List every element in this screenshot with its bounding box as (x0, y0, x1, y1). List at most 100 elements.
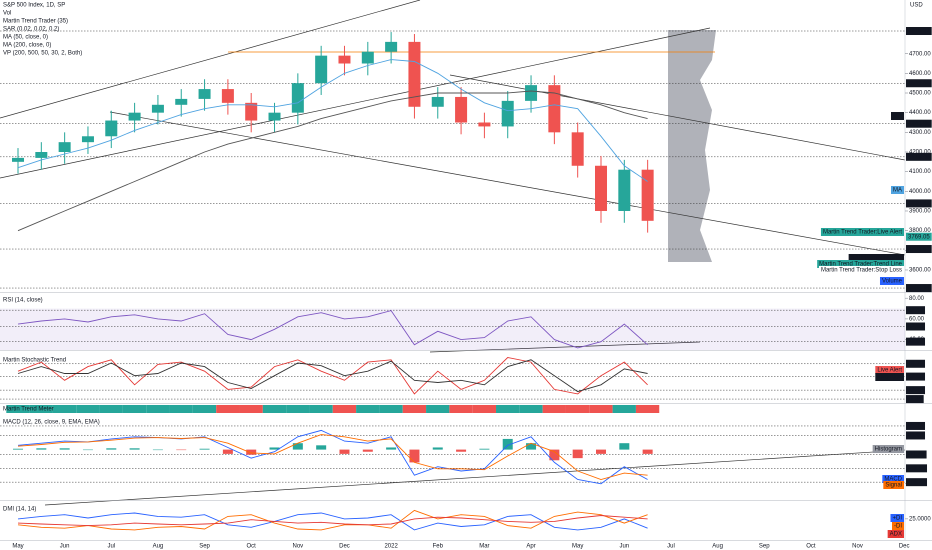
x-tick-label: Jun (619, 544, 629, 550)
currency: USD (910, 3, 923, 9)
level-label-box (906, 27, 932, 36)
x-tick-label: 2022 (384, 544, 398, 550)
ma-tag-box (891, 112, 904, 120)
x-tick-label: Apr (526, 544, 535, 550)
candle-body (12, 157, 25, 162)
x-tick-label: Oct (806, 544, 816, 550)
series-label-box (817, 260, 904, 268)
pane-title: MACD (12, 26, close, 9, EMA, EMA) (3, 420, 100, 426)
series-label: -DI (894, 524, 902, 530)
level-label: 4343.85 (908, 121, 930, 127)
y-tick-label: 4200.00 (909, 150, 931, 156)
level-label-box (906, 306, 926, 315)
y-tick-label: 4400.00 (909, 110, 931, 116)
level-label: 4549.66 (908, 81, 930, 87)
ma-tag: MA (893, 188, 902, 194)
meter-cell (286, 405, 310, 413)
meter-cell (426, 405, 450, 413)
series-line (17, 90, 648, 232)
candle-body (641, 169, 654, 221)
series-label-box (892, 522, 904, 530)
histogram-bar (432, 447, 443, 450)
series-label: Volume (882, 279, 903, 285)
meter-cell (565, 405, 590, 413)
y-tick-label: 3800.00 (909, 228, 931, 234)
series-label-box (882, 475, 904, 483)
candle-body (58, 142, 71, 152)
histogram-bar (549, 449, 560, 461)
candle-body (431, 96, 444, 107)
pane-title: S&P 500 Index, 1D, SP (3, 3, 65, 9)
histogram-bar (409, 449, 420, 463)
level-label-box (906, 431, 926, 440)
histogram-bar (222, 449, 233, 454)
series-line (17, 515, 648, 527)
last-price: 3769.05 (908, 234, 930, 240)
series-label: +DI (892, 516, 902, 522)
y-tick-label: 4300.00 (909, 130, 931, 136)
series-label-box (887, 530, 904, 538)
meter-cell (542, 405, 566, 413)
series-label-box (879, 277, 904, 285)
meter-cell (216, 405, 240, 413)
series-label-box (818, 266, 904, 274)
candle-body (245, 102, 258, 121)
x-tick-label: Nov (293, 544, 304, 550)
level-label-box (906, 284, 932, 293)
meter-cell (332, 405, 357, 413)
x-tick-label: Aug (153, 544, 164, 550)
histogram-bar (152, 449, 163, 451)
x-tick-label: Sep (199, 544, 210, 550)
level-label-box (906, 79, 932, 88)
ma-tag: MA (893, 114, 902, 120)
x-tick-label: Jun (60, 544, 70, 550)
histogram-bar (526, 443, 537, 450)
y-tick-label: 4500.00 (909, 91, 931, 97)
meter-cell (52, 405, 77, 413)
candle-body (268, 112, 281, 121)
pane-title: RSI (14, close) (3, 298, 43, 304)
x-tick-label: Jul (667, 544, 675, 550)
histogram-bar (502, 438, 513, 450)
candle-body (315, 55, 328, 84)
ma-tag-box (891, 186, 904, 194)
level-label: -11.45 (908, 452, 925, 458)
candle-body (198, 89, 211, 99)
histogram-bar (269, 447, 280, 450)
histogram-bar (246, 449, 257, 455)
trend-line (0, 0, 421, 119)
histogram-bar (386, 447, 397, 450)
series-label: Martin Trend Trader:Live Alert (823, 230, 902, 236)
series-label: Live Alert (877, 375, 902, 381)
meter-cell (635, 405, 660, 413)
histogram-bar (619, 443, 630, 450)
y-tick-label: 4600.00 (909, 71, 931, 77)
last-price-box (906, 232, 932, 241)
x-tick-label: Dec (339, 544, 350, 550)
series-label-box (875, 373, 904, 381)
pane-title: DMI (14, 14) (3, 507, 36, 513)
level-label-box (906, 119, 932, 128)
series-line (17, 310, 648, 349)
candle-body (151, 104, 164, 113)
candle-body (478, 122, 491, 127)
histogram-bar (129, 448, 140, 450)
meter-cell (472, 405, 497, 413)
band (0, 308, 905, 350)
meter-cell (262, 405, 287, 413)
meter-cell (612, 405, 636, 413)
series-label-box (883, 481, 904, 489)
level-label-box (906, 421, 926, 430)
meter-cell (76, 405, 100, 413)
histogram-bar (456, 449, 467, 452)
level-label-box (906, 359, 926, 368)
level-label-box (906, 395, 924, 404)
meter-cell (379, 405, 403, 413)
candle-body (525, 85, 538, 101)
series-label: Signal (885, 483, 902, 489)
histogram-bar (82, 449, 93, 451)
candle-body (618, 169, 631, 211)
x-tick-label: Feb (433, 544, 444, 550)
candle-body (221, 89, 234, 103)
